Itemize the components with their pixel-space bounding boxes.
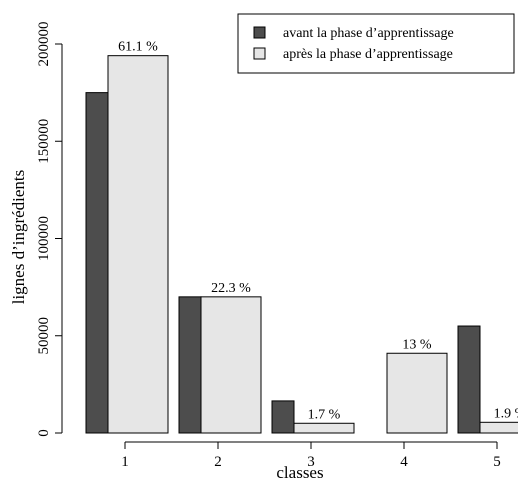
x-tick-label: 5 [493, 454, 501, 470]
y-tick-label: 0 [36, 429, 52, 437]
percent-label-class-5: 1.9 % [494, 406, 518, 421]
bar-before-class-5 [457, 325, 481, 434]
percent-label-class-2: 22.3 % [211, 281, 251, 296]
x-axis-title: classes [276, 463, 323, 482]
legend-swatch-after [253, 47, 266, 60]
bar-after-class-3 [293, 422, 355, 434]
bar-before-class-1 [85, 92, 109, 434]
legend-box [237, 13, 515, 74]
bar-before-class-2 [178, 296, 202, 434]
legend: avant la phase d’apprentissage après la … [237, 13, 515, 74]
y-tick-label: 200000 [36, 22, 52, 67]
y-axis-title: lignes d’ingrédients [9, 170, 28, 305]
legend-label-after: après la phase d’apprentissage [283, 47, 453, 62]
bar-after-class-1 [107, 55, 169, 434]
percent-label-class-4: 13 % [402, 337, 432, 352]
x-tick-label: 1 [121, 454, 129, 470]
x-tick-label: 4 [400, 454, 408, 470]
x-tick-label: 2 [214, 454, 222, 470]
y-tick-label: 50000 [36, 317, 52, 355]
y-tick-label: 100000 [36, 216, 52, 261]
y-tick-label: 150000 [36, 119, 52, 164]
legend-swatch-before [253, 26, 266, 39]
percent-label-class-3: 1.7 % [308, 407, 341, 422]
bar-after-class-2 [200, 296, 262, 434]
x-tick-label: 3 [307, 454, 315, 470]
x-axis: 1 2 3 4 5 [121, 441, 501, 470]
y-axis: 0 50000 100000 150000 200000 [36, 22, 63, 437]
bar-after-class-5 [479, 421, 518, 434]
percent-label-class-1: 61.1 % [118, 40, 158, 55]
bar-before-class-3 [271, 400, 295, 434]
bars [85, 55, 518, 434]
bar-after-class-4 [386, 352, 448, 434]
bar-annotations: 61.1 % 22.3 % 1.7 % 13 % 1.9 % [118, 40, 518, 423]
legend-label-before: avant la phase d’apprentissage [283, 26, 454, 41]
